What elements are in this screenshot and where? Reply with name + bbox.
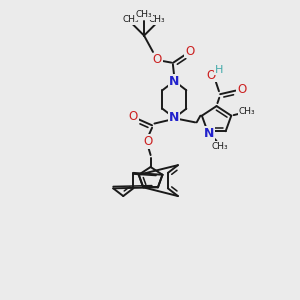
Text: O: O — [185, 44, 194, 58]
Text: O: O — [129, 110, 138, 123]
Text: O: O — [237, 82, 246, 96]
Text: CH₃: CH₃ — [212, 142, 229, 151]
Text: N: N — [204, 127, 214, 140]
Text: N: N — [169, 111, 180, 124]
Text: CH₃: CH₃ — [149, 15, 165, 24]
Text: CH₃: CH₃ — [238, 107, 255, 116]
Text: CH₃: CH₃ — [123, 15, 140, 24]
Text: O: O — [143, 135, 152, 148]
Text: H: H — [215, 65, 223, 75]
Text: O: O — [207, 69, 216, 82]
Text: N: N — [169, 74, 180, 88]
Text: CH₃: CH₃ — [136, 10, 152, 19]
Text: O: O — [153, 53, 162, 66]
